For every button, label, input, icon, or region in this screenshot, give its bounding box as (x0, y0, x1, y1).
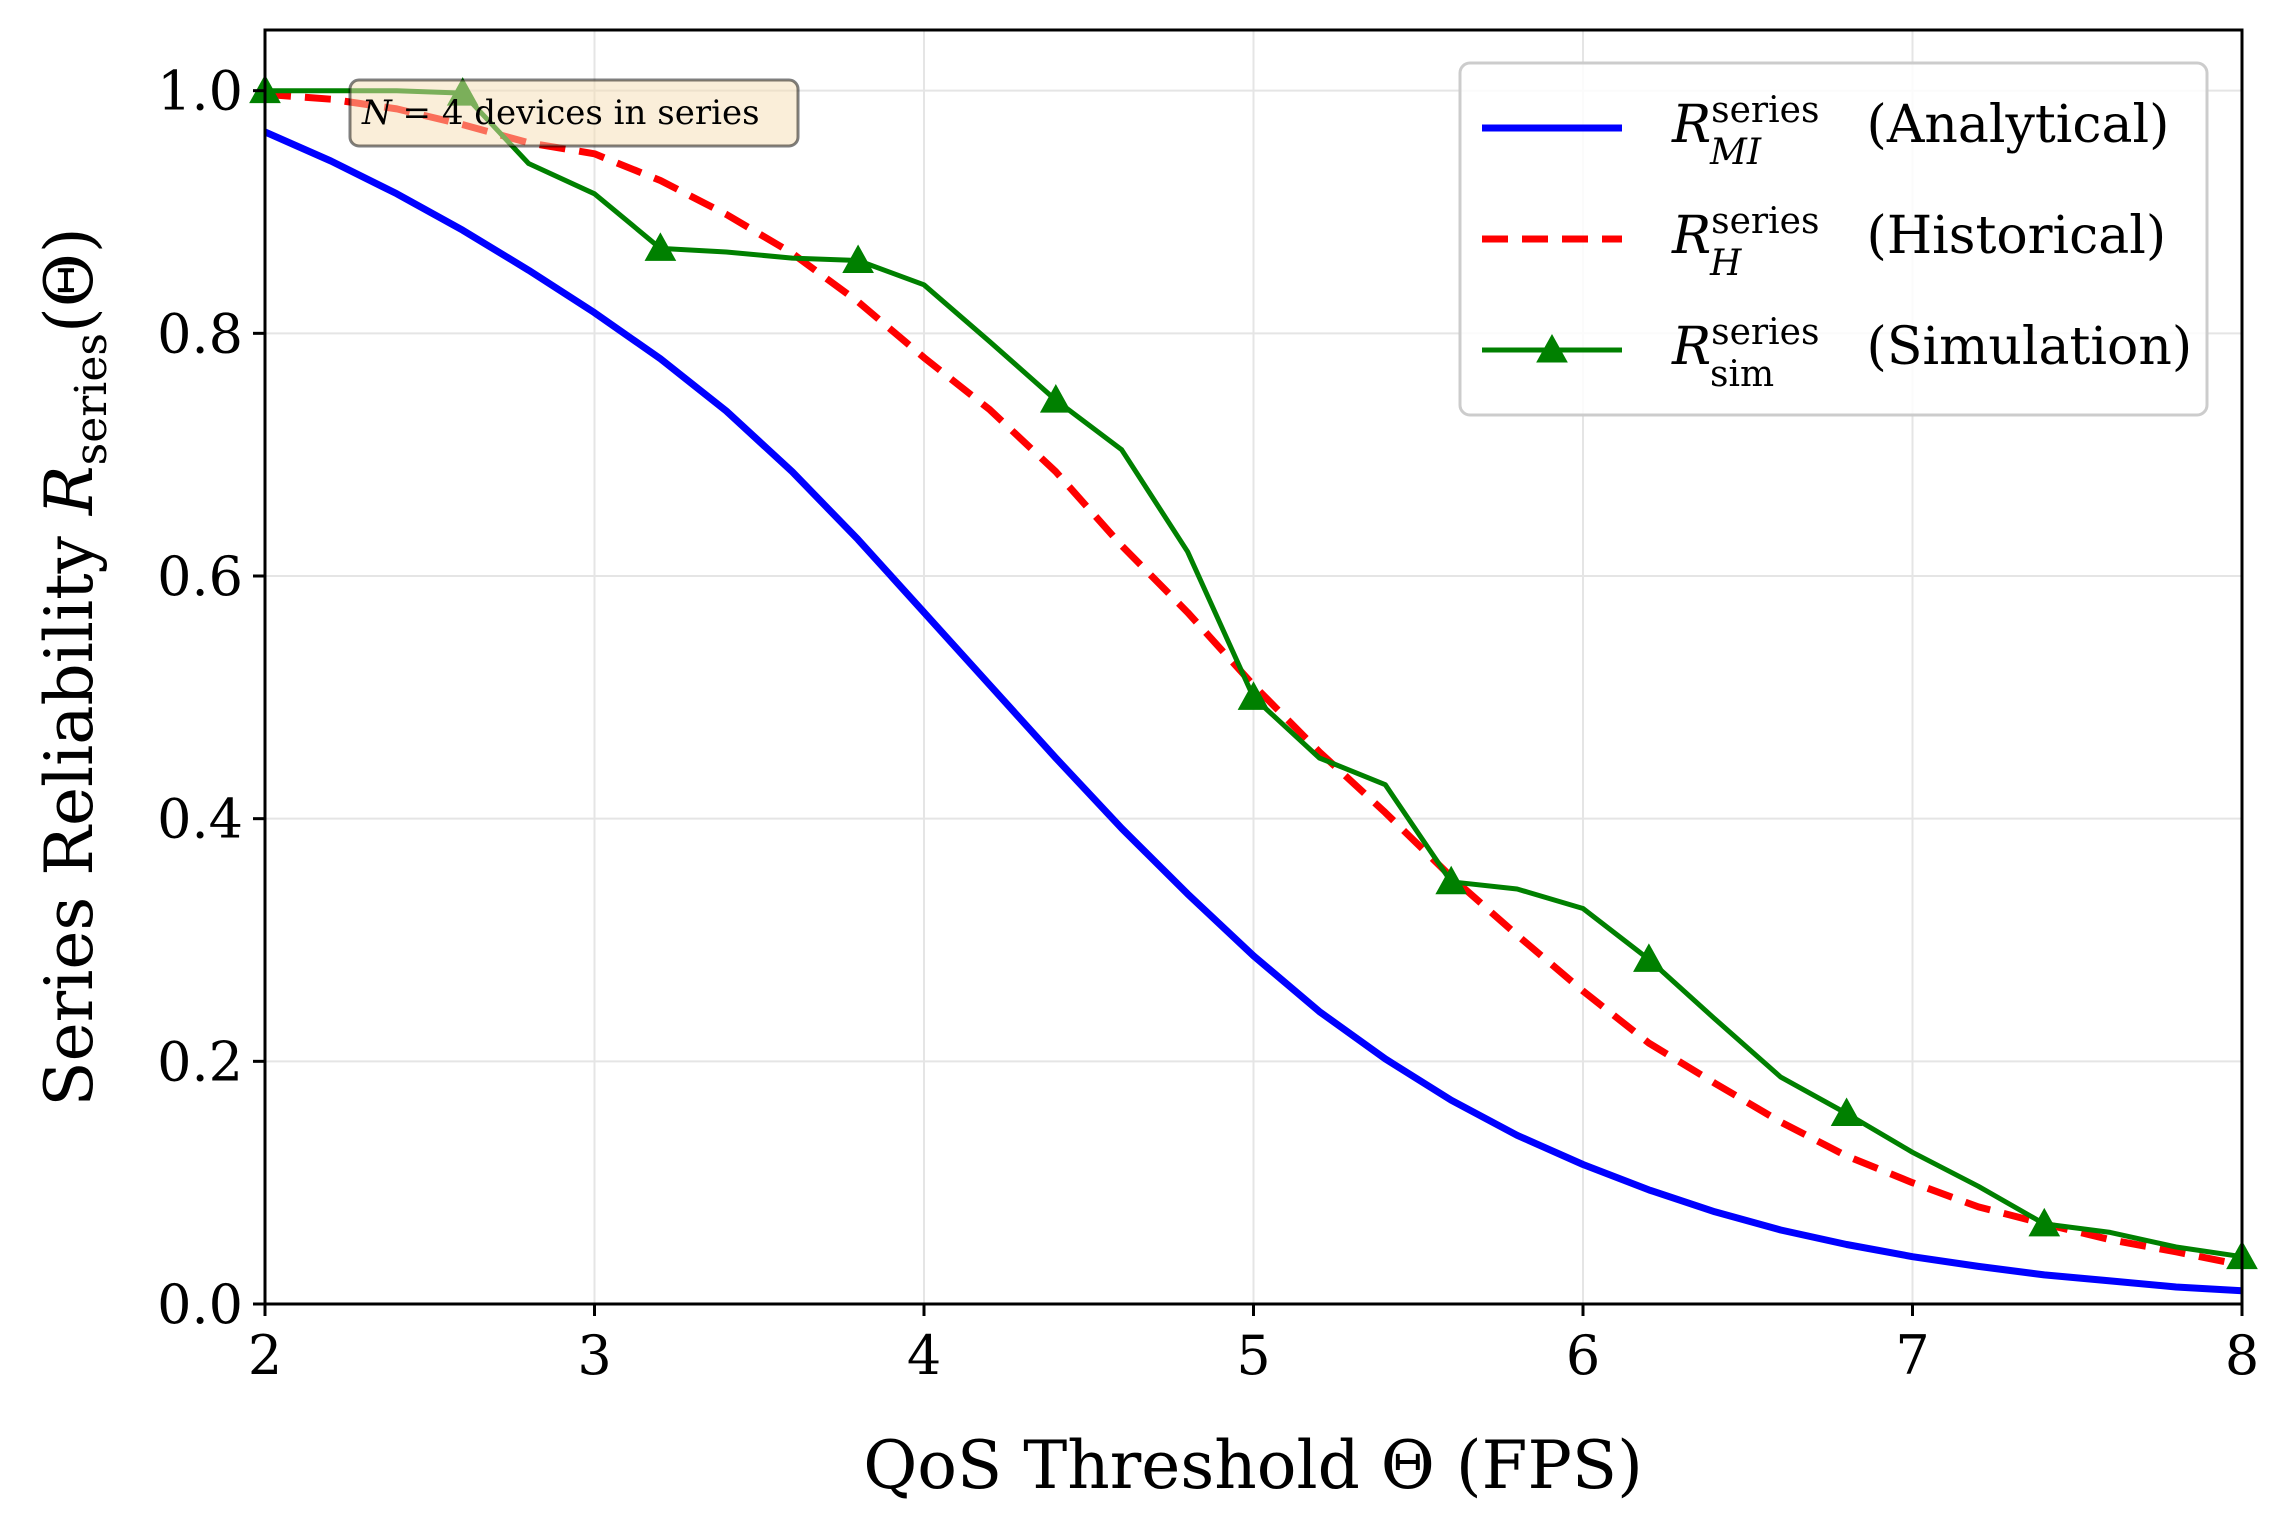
y-axis-title-prefix: Series Reliability (31, 515, 108, 1107)
x-tick-label: 2 (248, 1324, 282, 1387)
legend-label-sim: Rseries sim (Simulation) (1671, 312, 2192, 395)
series-line-H (264, 90, 2243, 1269)
series-marker-sim (1039, 384, 1072, 413)
legend-box (1458, 61, 2209, 417)
y-axis-title-suffix: (Θ) (31, 227, 108, 333)
series-line-MI (263, 128, 2243, 1295)
x-tick-label: 7 (1895, 1324, 1929, 1387)
y-tick-label: 0.2 (157, 1030, 243, 1093)
legend-label-H: Rseries H (Historical) (1671, 201, 2166, 284)
legend-marker-sim (1536, 333, 1568, 363)
series-marker-sim (1435, 865, 1468, 895)
y-tick-label: 0.6 (157, 545, 243, 608)
legend-sub: sim (1710, 354, 1774, 395)
legend-sup: series (1711, 312, 1819, 353)
series-marker-sim (1237, 681, 1270, 710)
x-tick-label: 8 (2225, 1324, 2259, 1387)
legend: Rseries MI (Analytical)Rseries H (Historic… (1458, 61, 2209, 417)
series-H (264, 90, 2243, 1269)
legend-var: R (1671, 95, 1711, 155)
x-tick-label: 5 (1236, 1324, 1270, 1387)
y-tick-label: 0.4 (157, 788, 243, 851)
x-tick-label: 4 (907, 1324, 941, 1387)
series-marker-sim (842, 244, 874, 274)
y-tick-label: 0.8 (157, 302, 243, 365)
legend-label-MI: Rseries MI (Analytical) (1671, 90, 2169, 173)
legend-sup: series (1711, 201, 1819, 242)
y-axis-title-var: R (31, 465, 108, 516)
series-marker-sim (2028, 1207, 2061, 1237)
x-tick-label: 3 (577, 1324, 611, 1387)
legend-sub: H (1709, 243, 1742, 284)
y-tick-label: 1.0 (157, 60, 243, 123)
annotation: N = 4 devices in series (348, 78, 800, 148)
x-axis: 2 3 4 5 6 7 8 (248, 1304, 2259, 1387)
legend-desc: (Simulation) (1850, 317, 2192, 377)
legend-desc: (Historical) (1850, 206, 2166, 266)
legend-var: R (1671, 317, 1711, 377)
x-tick-label: 6 (1566, 1324, 1600, 1387)
series-marker-sim (1830, 1097, 1863, 1127)
x-axis-title: QoS Threshold Θ (FPS) (863, 1427, 1643, 1504)
series-marker-sim (644, 232, 677, 261)
legend-sup: series (1711, 90, 1819, 131)
legend-var: R (1671, 206, 1711, 266)
y-axis-title: Series Reliability Rseries(Θ) (31, 227, 117, 1106)
legend-sub: MI (1709, 132, 1762, 173)
annotation-var: N (361, 93, 393, 133)
annotation-text: N = 4 devices in series (361, 93, 760, 133)
series-MI (263, 128, 2243, 1295)
y-axis: 0.0 0.2 0.4 0.6 0.8 1.0 (157, 60, 265, 1336)
annotation-rest: = 4 devices in series (392, 93, 760, 133)
series-marker-sim (1633, 943, 1665, 972)
annotation-box (348, 78, 800, 148)
legend-desc: (Analytical) (1850, 95, 2169, 155)
y-axis-title-sub: series (66, 333, 117, 465)
y-tick-label: 0.0 (157, 1273, 243, 1336)
